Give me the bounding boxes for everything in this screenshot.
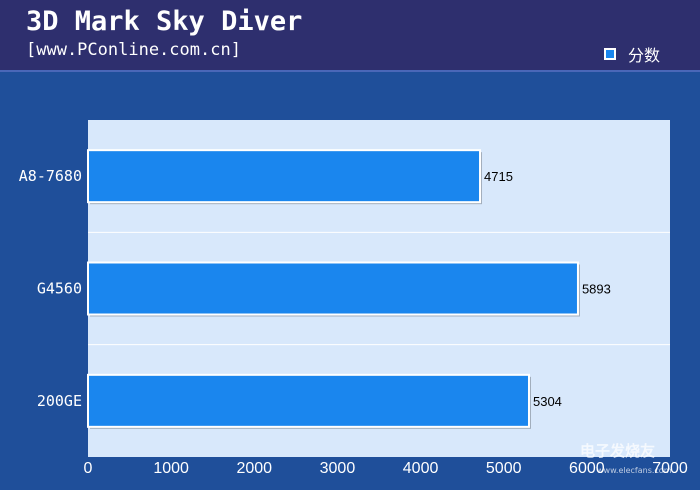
legend: 分数 [604, 45, 661, 65]
grid-lines [88, 231, 670, 346]
x-tick-label: 4000 [403, 460, 439, 477]
bar [87, 373, 530, 428]
x-tick-label: 7000 [652, 460, 688, 477]
bar [87, 261, 579, 316]
chart-header: 3D Mark Sky Diver [www.PConline.com.cn] … [0, 0, 700, 72]
category-label: G4560 [37, 280, 82, 298]
x-tick-label: 1000 [153, 460, 189, 477]
legend-swatch [604, 48, 616, 60]
x-tick-label: 2000 [236, 460, 272, 477]
bars [87, 149, 580, 429]
legend-label: 分数 [628, 46, 661, 65]
chart-title: 3D Mark Sky Diver [26, 6, 303, 37]
x-tick-label: 0 [84, 460, 93, 477]
bar [87, 149, 482, 204]
x-axis-ticks: 0 1000 2000 3000 4000 5000 6000 7000 [84, 460, 688, 477]
category-label: A8-7680 [19, 167, 82, 185]
x-tick-label: 6000 [569, 460, 605, 477]
x-tick-label: 3000 [320, 460, 356, 477]
value-label: 5304 [533, 394, 562, 409]
value-label: 5893 [582, 282, 611, 297]
value-labels: 4715 5893 5304 [484, 169, 611, 409]
category-labels: A8-7680 G4560 200GE [19, 167, 82, 410]
x-tick-label: 5000 [486, 460, 522, 477]
chart-subtitle: [www.PConline.com.cn] [26, 40, 241, 60]
watermark-url: www.elecfans.com [597, 466, 672, 475]
value-label: 4715 [484, 169, 513, 184]
category-label: 200GE [37, 392, 82, 410]
watermark-logo: 电子发烧友 [580, 442, 656, 460]
